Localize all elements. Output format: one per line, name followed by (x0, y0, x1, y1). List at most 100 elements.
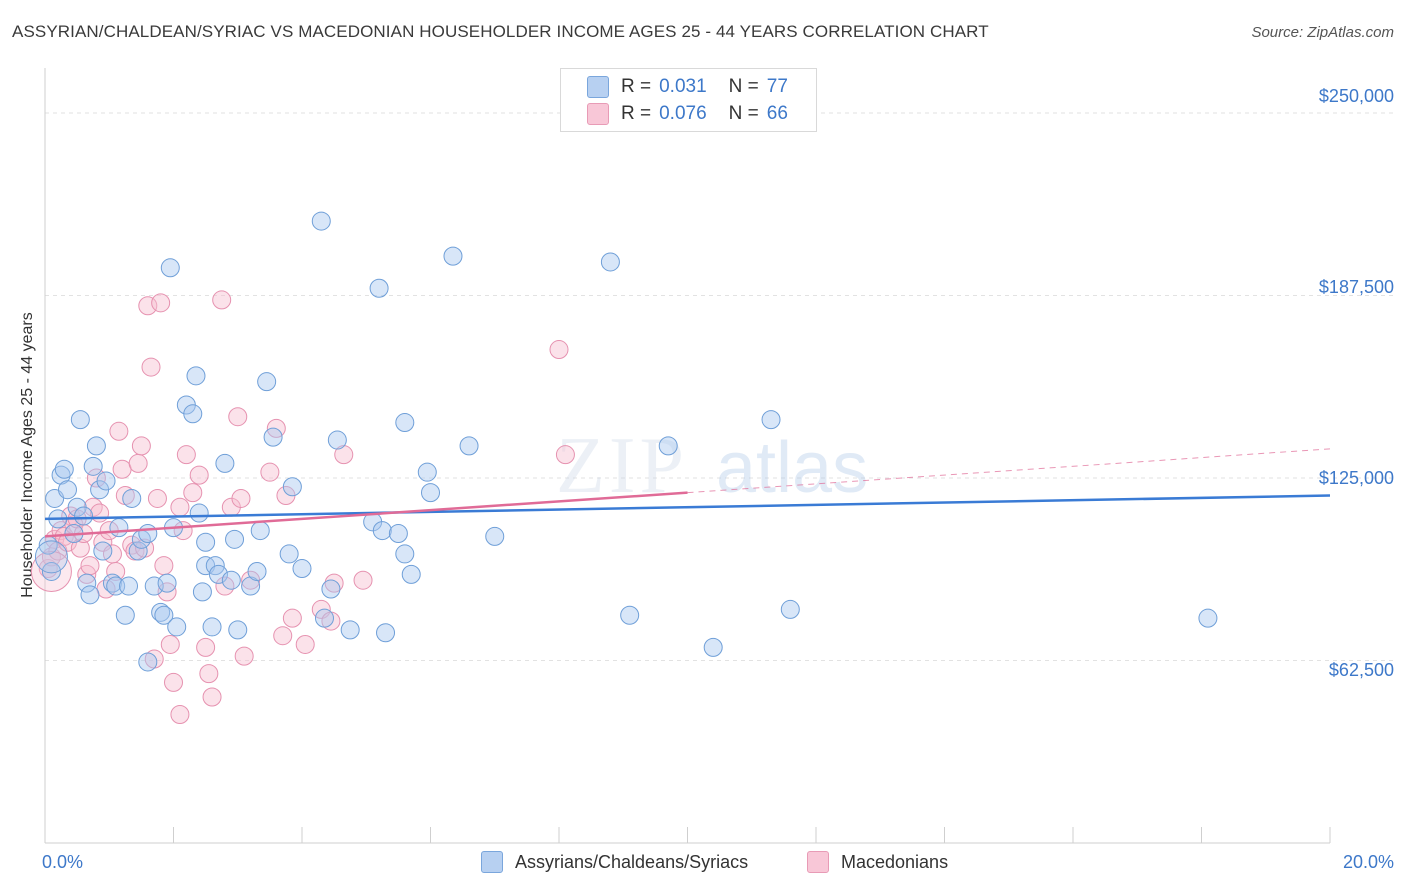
legend-row-macedonians: R = 0.076 N = 66 (587, 102, 788, 126)
data-point (131, 436, 151, 456)
data-point (96, 471, 116, 491)
data-point (151, 293, 171, 313)
data-point (192, 582, 212, 602)
data-point (157, 573, 177, 593)
data-point (80, 585, 100, 605)
x-tick-label: 0.0% (42, 852, 84, 872)
y-tick-label: $187,500 (1318, 277, 1394, 297)
r-value: 0.076 (659, 103, 707, 124)
data-point (703, 637, 723, 657)
points-macedonians (30, 290, 575, 725)
data-point (54, 459, 74, 479)
data-point (221, 570, 241, 590)
correlation-legend: R = 0.031 N = 77 R = 0.076 N = 66 (560, 68, 817, 132)
data-point (295, 634, 315, 654)
data-point (225, 529, 245, 549)
data-point (70, 410, 90, 430)
data-point (215, 453, 235, 473)
r-label: R = (621, 103, 652, 124)
n-label: N = (728, 103, 759, 124)
data-point-cluster (30, 550, 72, 592)
data-point (102, 573, 122, 593)
data-point (144, 576, 164, 596)
data-point (186, 366, 206, 386)
data-point (459, 436, 479, 456)
data-point (115, 605, 135, 625)
series-legend: Assyrians/Chaldeans/Syriacs Macedonians (0, 851, 1406, 877)
trend-line-assyrians (44, 494, 1331, 521)
data-point (74, 506, 94, 526)
data-point (234, 646, 254, 666)
y-tick-label: $62,500 (1328, 660, 1394, 680)
data-point-cluster (34, 540, 68, 574)
data-point (485, 526, 505, 546)
data-point (147, 488, 167, 508)
legend-item-assyrians[interactable]: Assyrians/Chaldeans/Syriacs (481, 851, 748, 873)
source-label: Source: ZipAtlas.com (1251, 24, 1394, 41)
data-point (202, 617, 222, 637)
y-tick-label: $125,000 (1318, 468, 1394, 488)
legend-swatch-pink (587, 103, 609, 125)
r-value: 0.031 (659, 76, 707, 97)
data-point (196, 637, 216, 657)
axes (44, 68, 1331, 844)
data-point (199, 664, 219, 684)
data-point (395, 413, 415, 433)
x-tick-label: 20.0% (1342, 852, 1394, 872)
chart-title: ASSYRIAN/CHALDEAN/SYRIAC VS MACEDONIAN H… (12, 22, 989, 41)
data-point (321, 579, 341, 599)
data-point (141, 357, 161, 377)
data-point (119, 576, 139, 596)
data-point (282, 608, 302, 628)
data-point (212, 290, 232, 310)
n-value: 77 (766, 76, 788, 97)
legend-label: Macedonians (841, 851, 949, 872)
data-point (327, 430, 347, 450)
data-point (761, 410, 781, 430)
data-point (549, 340, 569, 360)
data-point (167, 617, 187, 637)
data-point (86, 436, 106, 456)
data-point (260, 462, 280, 482)
data-point (1198, 608, 1218, 628)
data-point (340, 620, 360, 640)
data-point (353, 570, 373, 590)
data-point (109, 518, 129, 538)
data-point (128, 541, 148, 561)
data-point (279, 544, 299, 564)
data-point (202, 687, 222, 707)
data-point (122, 488, 142, 508)
data-point (273, 626, 293, 646)
trend-line-macedonians-dashed (687, 448, 1331, 494)
data-point (138, 523, 158, 543)
data-point (138, 296, 158, 316)
data-point (620, 605, 640, 625)
data-point (90, 503, 110, 523)
data-point (154, 556, 174, 576)
legend-swatch-blue (587, 76, 609, 98)
data-point (183, 483, 203, 503)
data-point (128, 453, 148, 473)
data-point (208, 564, 228, 584)
data-point (247, 561, 267, 581)
data-point (151, 602, 171, 622)
data-point (112, 459, 132, 479)
data-point (160, 634, 180, 654)
data-point (263, 427, 283, 447)
data-point (292, 559, 312, 579)
data-point (369, 278, 389, 298)
legend-label: Assyrians/Chaldeans/Syriacs (515, 851, 749, 872)
data-point (109, 421, 129, 441)
data-point (106, 561, 126, 581)
data-point (170, 705, 190, 725)
data-point (231, 488, 251, 508)
data-point (417, 462, 437, 482)
data-point (555, 445, 575, 465)
watermark: ZIP atlas (556, 422, 868, 510)
trend-line-macedonians (44, 491, 688, 538)
data-point (421, 483, 440, 503)
legend-swatch-blue (481, 851, 503, 873)
legend-item-macedonians[interactable]: Macedonians (807, 851, 948, 873)
data-point (196, 532, 216, 552)
